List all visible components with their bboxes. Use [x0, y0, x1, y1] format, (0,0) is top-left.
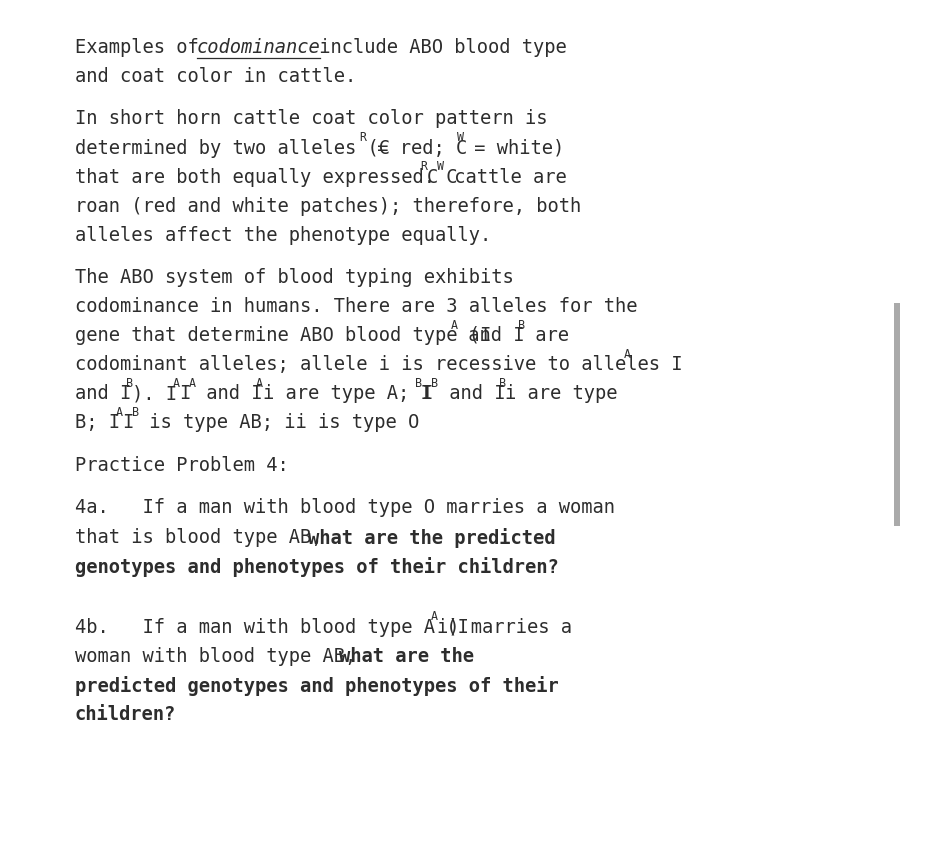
Text: A: A [172, 376, 180, 390]
Text: children?: children? [75, 705, 176, 724]
Text: are: are [524, 326, 569, 345]
Text: Practice Problem 4:: Practice Problem 4: [75, 456, 288, 475]
Text: predicted genotypes and phenotypes of their: predicted genotypes and phenotypes of th… [75, 675, 559, 695]
Text: = red; C: = red; C [366, 138, 467, 157]
Text: R: R [420, 160, 427, 173]
Text: cattle are: cattle are [443, 168, 566, 187]
Text: ). I: ). I [132, 384, 177, 403]
Text: I: I [421, 384, 432, 403]
Text: and I: and I [196, 384, 263, 403]
Text: B: B [518, 318, 525, 332]
Text: i) marries a: i) marries a [436, 617, 572, 637]
Text: is type AB; ii is type O: is type AB; ii is type O [139, 413, 419, 433]
Text: roan (red and white patches); therefore, both: roan (red and white patches); therefore,… [75, 196, 581, 216]
Text: R: R [359, 131, 366, 144]
Text: The ABO system of blood typing exhibits: The ABO system of blood typing exhibits [75, 268, 514, 287]
Text: i are type A; I: i are type A; I [263, 384, 431, 403]
Text: C: C [427, 168, 438, 187]
Text: A: A [189, 376, 196, 390]
Text: B: B [499, 376, 505, 390]
Text: what are the: what are the [339, 647, 474, 666]
Text: and I: and I [457, 326, 524, 345]
Text: A: A [115, 406, 123, 418]
Text: gene that determine ABO blood type (I: gene that determine ABO blood type (I [75, 326, 491, 345]
Text: what are the predicted: what are the predicted [309, 527, 556, 547]
Text: genotypes and phenotypes of their children?: genotypes and phenotypes of their childr… [75, 557, 559, 577]
Text: A: A [623, 348, 630, 360]
Text: codominance: codominance [197, 38, 320, 57]
Text: woman with blood type AB,: woman with blood type AB, [75, 647, 367, 666]
Text: W: W [436, 160, 444, 173]
Text: and coat color in cattle.: and coat color in cattle. [75, 67, 356, 86]
Text: Examples of: Examples of [75, 38, 210, 57]
Text: codominance in humans. There are 3 alleles for the: codominance in humans. There are 3 allel… [75, 297, 637, 317]
Text: 4b.   If a man with blood type A (I: 4b. If a man with blood type A (I [75, 617, 469, 637]
Text: alleles affect the phenotype equally.: alleles affect the phenotype equally. [75, 226, 491, 245]
Text: I: I [179, 384, 190, 403]
Text: A: A [431, 610, 437, 623]
Text: B: B [125, 376, 133, 390]
Text: = white): = white) [463, 138, 564, 157]
Text: 4a.   If a man with blood type O marries a woman: 4a. If a man with blood type O marries a… [75, 498, 615, 518]
Text: that are both equally expressed. C: that are both equally expressed. C [75, 168, 458, 187]
Text: and I: and I [75, 384, 131, 403]
Text: W: W [457, 131, 464, 144]
Text: determined by two alleles (C: determined by two alleles (C [75, 138, 390, 157]
Bar [894, 303, 900, 526]
Text: I: I [122, 413, 133, 433]
Text: In short horn cattle coat color pattern is: In short horn cattle coat color pattern … [75, 109, 548, 129]
Text: B: B [431, 376, 438, 390]
Text: A: A [450, 318, 458, 332]
Text: B; I: B; I [75, 413, 120, 433]
Text: i are type: i are type [505, 384, 618, 403]
Text: A: A [256, 376, 263, 390]
Text: and I: and I [438, 384, 505, 403]
Text: include ABO blood type: include ABO blood type [309, 38, 567, 57]
Text: B: B [132, 406, 139, 418]
Text: that is blood type AB,: that is blood type AB, [75, 527, 333, 546]
Text: codominant alleles; allele i is recessive to alleles I: codominant alleles; allele i is recessiv… [75, 355, 682, 375]
Text: B: B [415, 376, 422, 390]
